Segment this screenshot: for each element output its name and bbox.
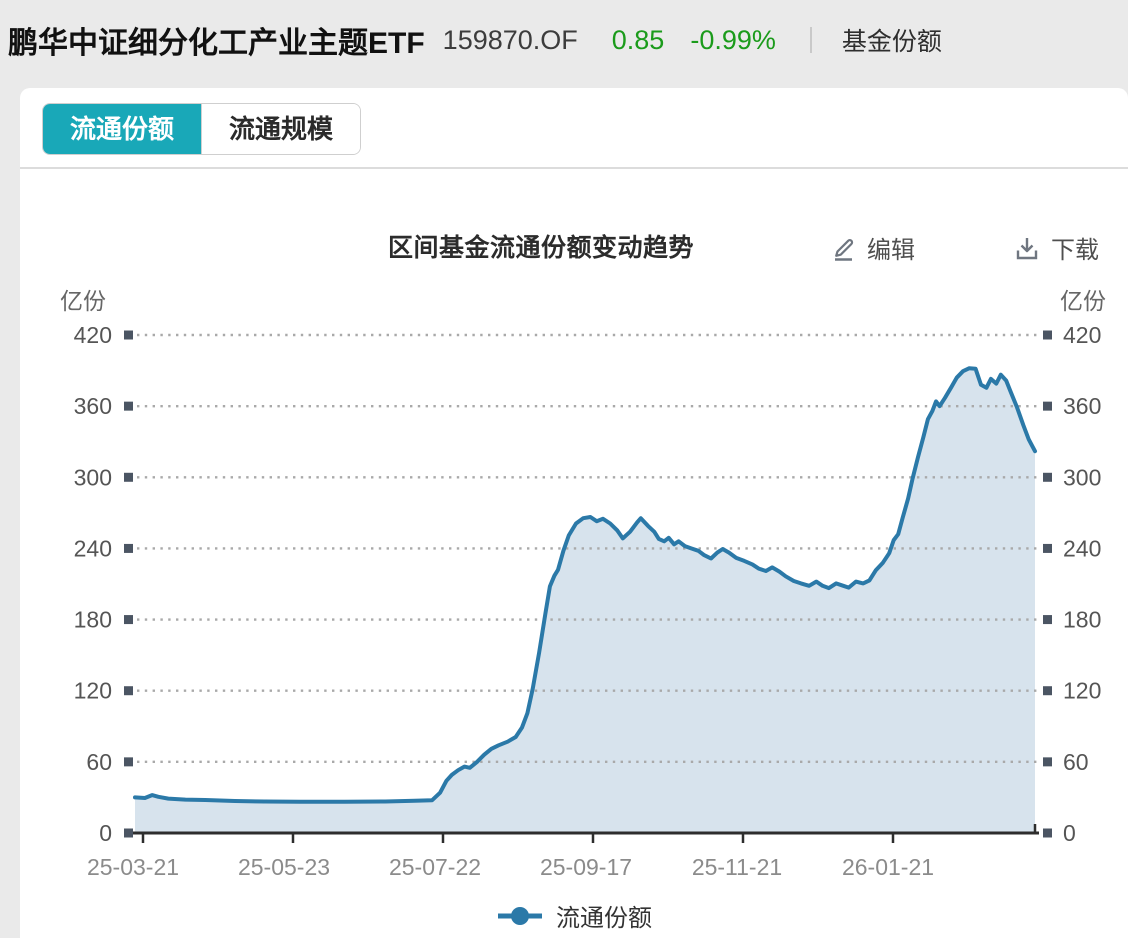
y-tick-marker-right [1043, 828, 1052, 838]
share-trend-chart[interactable]: 0 0 60 60 120 120 180 180 240 240 300 300 360 360 420 4… [20, 88, 1128, 938]
tab-group: 流通份额 流通规模 [42, 103, 362, 155]
edit-button[interactable]: 编辑 [828, 230, 915, 265]
y-axis-label-right: 180 [1063, 607, 1101, 633]
download-button[interactable]: 下载 [1012, 230, 1099, 265]
y-axis-label-right: 360 [1063, 393, 1101, 419]
y-tick-marker-left [124, 330, 133, 340]
y-tick-marker-left [124, 543, 133, 553]
y-axis-label-right: 300 [1063, 464, 1101, 490]
y-axis-label-left: 120 [74, 678, 112, 704]
y-axis-label-left: 360 [74, 393, 112, 419]
fund-share-panel: 流通份额 流通规模 区间基金流通份额变动趋势 编辑 下载 亿份 亿份 0 0 60 6… [20, 88, 1128, 938]
y-axis-label-left: 240 [74, 535, 112, 561]
y-tick-marker-left [124, 828, 133, 838]
y-axis-label-left: 300 [74, 464, 112, 490]
x-axis-label: 25-11-21 [692, 854, 782, 880]
tab-circulating-scale[interactable]: 流通规模 [201, 104, 361, 154]
y-axis-label-right: 0 [1063, 820, 1076, 846]
series-area [135, 368, 1035, 833]
pencil-icon [835, 238, 854, 261]
y-tick-marker-left [124, 686, 133, 696]
y-axis-label-right: 240 [1063, 535, 1101, 561]
y-tick-marker-right [1043, 543, 1052, 553]
y-axis-label-right: 120 [1063, 678, 1101, 704]
x-axis-label: 25-05-23 [238, 854, 330, 880]
y-axis-label-left: 0 [99, 820, 112, 846]
y-axis-label-right: 60 [1063, 749, 1089, 775]
series-line [133, 366, 1037, 804]
y-tick-marker-right [1043, 401, 1052, 411]
download-label: 下载 [1051, 237, 1099, 264]
fund-nav-value: 0.85 [611, 24, 665, 55]
y-tick-marker-left [124, 615, 133, 625]
y-tick-marker-left [124, 472, 133, 482]
edit-label: 编辑 [867, 237, 915, 264]
download-icon [1016, 237, 1038, 259]
x-axis-label: 25-07-22 [389, 854, 481, 880]
fund-change-percent: -0.99% [690, 24, 776, 55]
menu-item-fund-share[interactable]: 基金份额 [841, 28, 942, 56]
y-axis-label-left: 60 [86, 749, 112, 775]
y-axis-label-right: 420 [1063, 322, 1101, 348]
y-tick-marker-left [124, 757, 133, 767]
legend-line-dot-icon [498, 906, 542, 925]
header-divider [809, 27, 812, 53]
y-axis-unit-right: 亿份 [1060, 288, 1106, 314]
fund-code: 159870.OF [442, 24, 578, 55]
fund-header: 鹏华中证细分化工产业主题ETF 159870.OF 0.85 -0.99% 基金… [0, 0, 1128, 80]
y-tick-marker-right [1043, 615, 1052, 625]
x-axis-label: 25-09-17 [540, 854, 632, 880]
fund-name: 鹏华中证细分化工产业主题ETF [8, 27, 425, 60]
y-tick-marker-left [124, 401, 133, 411]
x-axis-label: 25-03-21 [87, 854, 179, 880]
y-tick-marker-right [1043, 757, 1052, 767]
y-axis-unit-left: 亿份 [60, 288, 106, 314]
tab-circulating-share[interactable]: 流通份额 [43, 104, 202, 154]
y-axis-label-left: 420 [74, 322, 112, 348]
y-tick-marker-right [1043, 472, 1052, 482]
y-tick-marker-right [1043, 686, 1052, 696]
chart-title: 区间基金流通份额变动趋势 [388, 234, 695, 262]
x-axis-label: 26-01-21 [842, 854, 934, 880]
tabs-divider-line [20, 167, 1128, 169]
legend-item-circulating-share[interactable]: 流通份额 [20, 898, 1128, 933]
y-axis-label-left: 180 [74, 607, 112, 633]
legend-label: 流通份额 [556, 905, 652, 932]
y-tick-marker-right [1043, 330, 1052, 340]
